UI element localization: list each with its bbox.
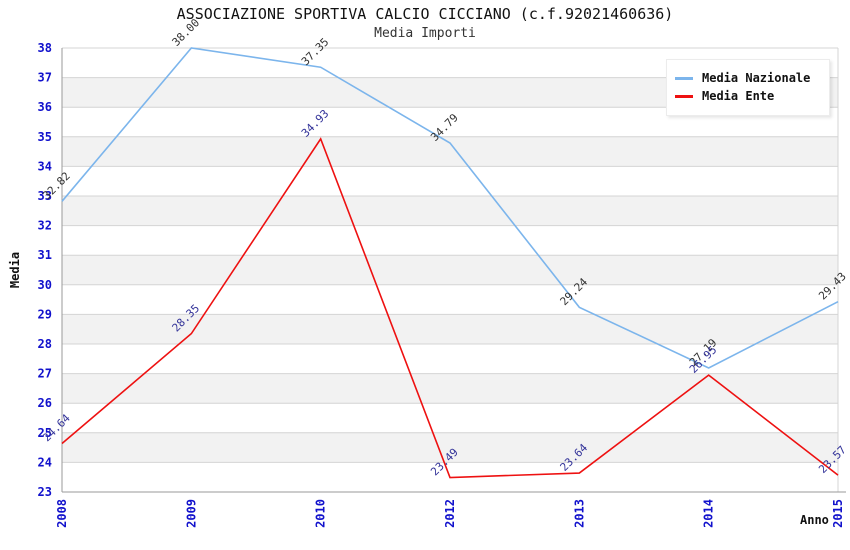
legend-item-media-nazionale: Media Nazionale: [675, 71, 821, 85]
media-ente-line-swatch: [675, 94, 693, 98]
y-tick-label: 30: [38, 278, 52, 292]
y-tick-label: 37: [38, 71, 52, 85]
y-tick-label: 36: [38, 100, 52, 114]
plot-band: [62, 373, 838, 404]
y-tick-label: 31: [38, 248, 52, 262]
data-label-media-nazionale: 38.00: [170, 16, 203, 49]
y-tick-label: 29: [38, 307, 52, 321]
y-tick-label: 34: [38, 159, 52, 173]
plot-band: [62, 432, 838, 463]
plot-band: [62, 136, 838, 167]
x-tick-label: 2013: [572, 499, 586, 528]
y-tick-label: 23: [38, 485, 52, 499]
legend-item-media-ente: Media Ente: [675, 89, 821, 103]
y-tick-label: 32: [38, 219, 52, 233]
series-line-media-ente: [61, 137, 839, 479]
x-tick-label: 2015: [831, 499, 845, 528]
y-tick-label: 38: [38, 41, 52, 55]
y-axis-title: Media: [8, 251, 22, 289]
x-tick-label: 2009: [184, 499, 198, 528]
data-label-media-nazionale: 37.35: [299, 35, 332, 68]
plot-band: [62, 314, 838, 344]
plot-band: [62, 196, 838, 226]
y-tick-label: 27: [38, 367, 52, 381]
x-tick-label: 2010: [314, 499, 328, 528]
x-tick-label: 2012: [443, 499, 457, 528]
series-line-media-nazionale: [61, 47, 839, 369]
y-tick-label: 26: [38, 396, 52, 410]
y-tick-label: 35: [38, 130, 52, 144]
y-tick-label: 24: [38, 455, 52, 469]
legend-label-media-ente: Media Ente: [702, 89, 775, 103]
x-axis-title: Anno: [800, 513, 829, 527]
x-tick-label: 2008: [55, 499, 69, 528]
legend-label-media-nazionale: Media Nazionale: [702, 71, 811, 85]
plot-band: [62, 255, 838, 285]
data-label-media-ente: 34.93: [299, 107, 332, 140]
chart-subtitle: Media Importi: [374, 26, 476, 41]
media-nazionale-line-swatch: [675, 76, 693, 80]
y-tick-label: 28: [38, 337, 52, 351]
legend: Media Nazionale Media Ente: [666, 59, 830, 116]
x-tick-label: 2014: [702, 499, 716, 528]
y-tick-label: 25: [38, 426, 52, 440]
chart-title: ASSOCIAZIONE SPORTIVA CALCIO CICCIANO (c…: [176, 5, 674, 23]
y-tick-label: 33: [38, 189, 52, 203]
